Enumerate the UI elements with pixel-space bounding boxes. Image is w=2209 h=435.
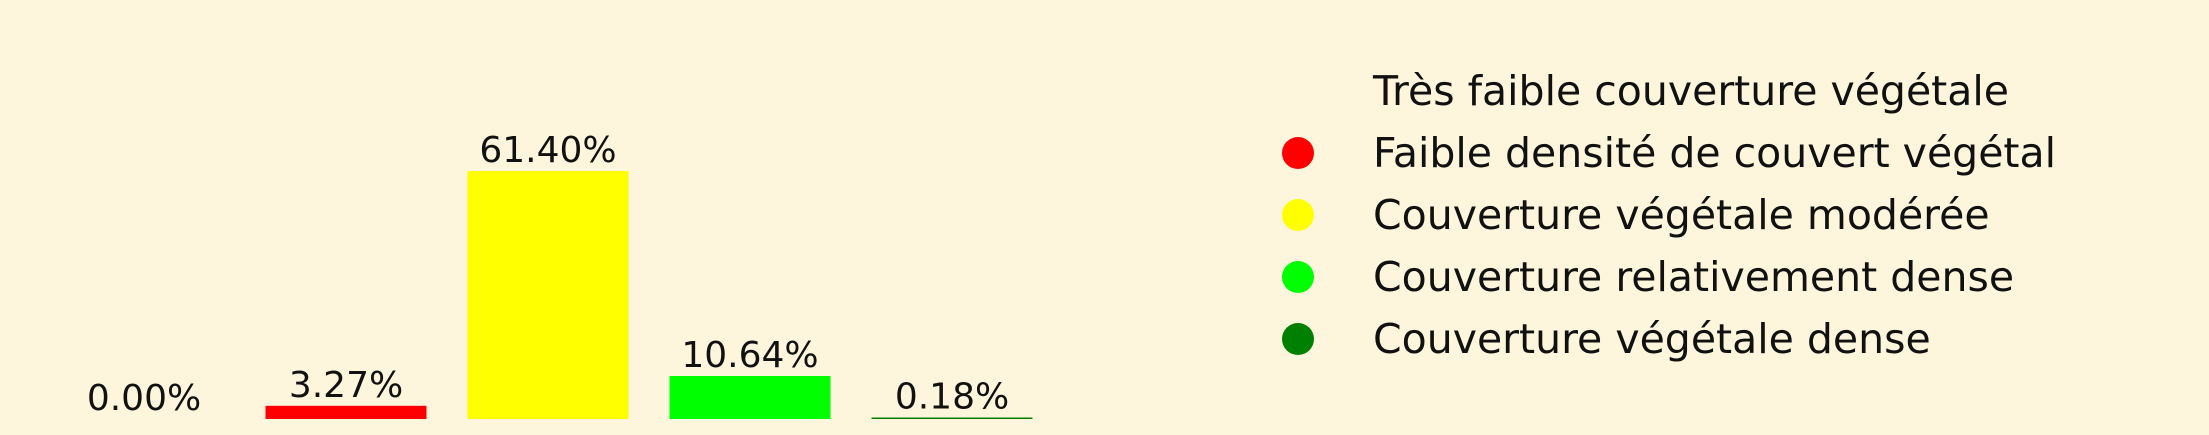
legend-marker-1 — [1282, 75, 1314, 107]
legend-label-2: Faible densité de couvert végétal — [1373, 129, 2056, 177]
bar-group — [265, 171, 1033, 419]
legend-label-4: Couverture relativement dense — [1373, 253, 2014, 301]
legend-marker-3 — [1282, 199, 1314, 231]
legend-label-5: Couverture végétale dense — [1373, 315, 1931, 363]
bar-value-label-3: 61.40% — [479, 130, 616, 171]
legend-marker-4 — [1282, 261, 1314, 293]
bar-5 — [871, 417, 1033, 419]
bar-3 — [467, 171, 629, 419]
bar-value-label-4: 10.64% — [681, 335, 818, 376]
bar-4 — [669, 376, 831, 419]
bar-2 — [265, 405, 427, 419]
bar-value-label-5: 0.18% — [895, 377, 1009, 418]
bar-value-label-1: 0.00% — [87, 378, 201, 419]
legend-label-3: Couverture végétale modérée — [1373, 191, 1990, 239]
legend-marker-5 — [1282, 323, 1314, 355]
legend: Très faible couverture végétale Faible de… — [1282, 67, 2056, 363]
legend-label-1: Très faible couverture végétale — [1372, 67, 2009, 115]
bar-value-labels: 0.00% 3.27% 61.40% 10.64% 0.18% — [87, 130, 1009, 419]
bar-value-label-2: 3.27% — [289, 365, 403, 406]
legend-marker-2 — [1282, 137, 1314, 169]
